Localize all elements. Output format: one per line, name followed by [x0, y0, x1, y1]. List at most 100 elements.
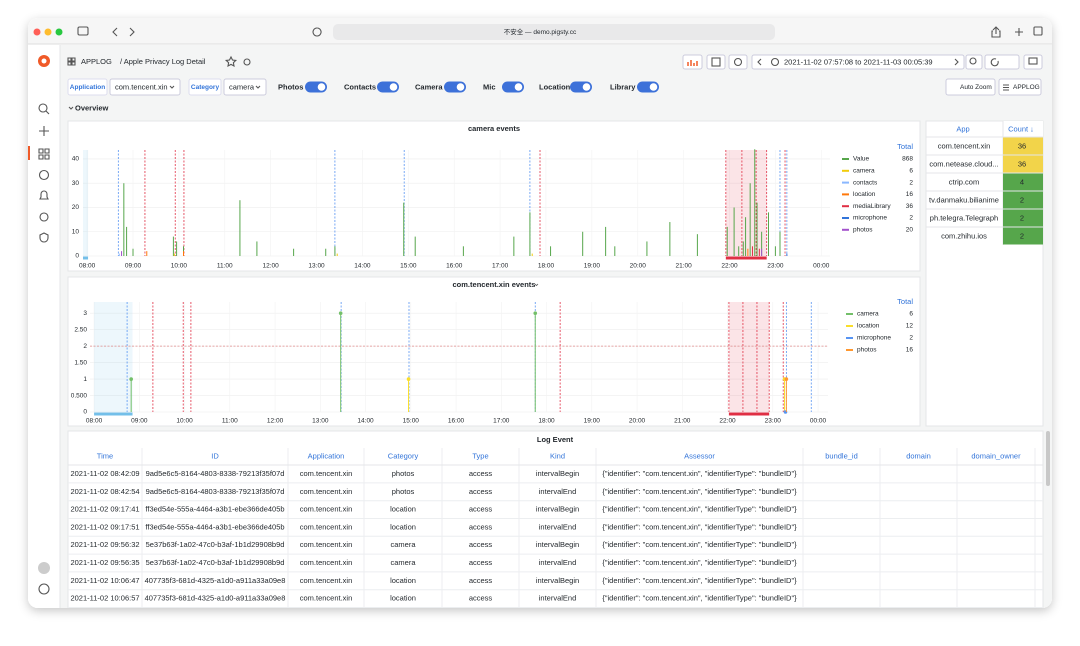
- auto-zoom-button[interactable]: [945, 78, 996, 96]
- save-icon: [711, 57, 721, 67]
- app-name: ph.telegra.Telegraph: [930, 213, 998, 222]
- legend-name[interactable]: microphone: [857, 335, 891, 342]
- table-cell: intervalBegin: [536, 540, 579, 549]
- x-tick-label: 21:00: [674, 418, 691, 425]
- time-shift-arrows[interactable]: [757, 58, 959, 66]
- user-avatar[interactable]: [38, 562, 50, 574]
- legend-header: Total: [897, 142, 913, 151]
- star-button[interactable]: [224, 55, 238, 68]
- tabs-button[interactable]: [1033, 26, 1043, 36]
- time-picker[interactable]: [751, 54, 965, 70]
- alerting-icon[interactable]: [39, 190, 49, 200]
- share-dashboard-button[interactable]: [243, 58, 251, 66]
- column-header[interactable]: bundle_id: [825, 451, 858, 460]
- variable-dropdown[interactable]: [223, 78, 267, 96]
- app-count: 4: [1020, 177, 1024, 186]
- table-cell: location: [390, 594, 416, 603]
- legend-name[interactable]: location: [853, 191, 876, 198]
- address-text: 不安全 — demo.pigsty.cc: [504, 27, 577, 36]
- legend-name[interactable]: microphone: [853, 215, 887, 222]
- column-header[interactable]: Count ↓: [1008, 124, 1034, 133]
- column-header[interactable]: Time: [97, 451, 113, 460]
- zoom-out-button[interactable]: [965, 54, 983, 70]
- legend-name[interactable]: camera: [853, 168, 875, 175]
- x-tick-label: 23:00: [765, 418, 782, 425]
- applog-link-button[interactable]: [998, 78, 1042, 96]
- count-cell: [1003, 209, 1043, 227]
- explore-icon[interactable]: [38, 169, 50, 181]
- save-button[interactable]: [706, 54, 726, 70]
- table-cell: com.tencent.xin: [300, 487, 353, 496]
- toggle-label: Camera: [415, 82, 443, 91]
- column-header[interactable]: Kind: [550, 451, 565, 460]
- legend-total: 868: [902, 156, 913, 163]
- column-header[interactable]: Type: [472, 451, 488, 460]
- legend-name[interactable]: mediaLibrary: [853, 203, 891, 210]
- legend-name[interactable]: photos: [853, 227, 873, 234]
- table-cell: 5e37b63f-1a02-47c0-b3af-1b1d29908b9d: [146, 540, 285, 549]
- new-tab-button[interactable]: [1015, 28, 1023, 36]
- table-cell: 2021-11-02 09:17:51: [70, 522, 139, 531]
- sidebar-toggle[interactable]: [77, 26, 89, 36]
- back-button[interactable]: [112, 27, 118, 37]
- annotation-region: [94, 302, 133, 412]
- column-header[interactable]: App: [956, 124, 969, 133]
- settings-button[interactable]: [728, 54, 748, 70]
- table-cell: ff3ed54e-555a-4464-a3b1-ebe366de405b: [145, 505, 284, 514]
- column-header[interactable]: Category: [388, 451, 419, 460]
- configuration-icon[interactable]: [39, 212, 49, 222]
- legend-name[interactable]: contacts: [853, 179, 878, 186]
- panel-title[interactable]: com.tencent.xin events: [453, 280, 536, 289]
- column-header[interactable]: ID: [211, 451, 219, 460]
- add-panel-button[interactable]: [682, 54, 703, 70]
- share-button[interactable]: [991, 26, 1001, 38]
- admin-icon[interactable]: [39, 232, 49, 243]
- folder-link[interactable]: APPLOG: [81, 57, 112, 66]
- annotation-region: [725, 150, 767, 256]
- toggle-knob: [514, 83, 523, 91]
- x-tick-label: 19:00: [584, 418, 601, 425]
- app-name: com.netease.cloud...: [929, 159, 998, 168]
- variable-dropdown[interactable]: [109, 78, 181, 96]
- dashboards-icon[interactable]: [38, 148, 50, 160]
- table-cell: 2021-11-02 09:17:41: [70, 505, 139, 514]
- column-header[interactable]: Assessor: [684, 451, 715, 460]
- data-point: [784, 377, 789, 381]
- dropdown-chevron: [255, 85, 261, 89]
- search-icon[interactable]: [38, 103, 48, 113]
- column-header[interactable]: Application: [308, 451, 345, 460]
- forward-button[interactable]: [129, 27, 135, 37]
- panel-title[interactable]: camera events: [468, 124, 520, 133]
- column-header[interactable]: domain: [906, 451, 931, 460]
- panel-title[interactable]: Log Event: [537, 435, 574, 444]
- dashboard-title[interactable]: / Apple Privacy Log Detail: [120, 57, 206, 66]
- button-label: APPLOG: [1013, 84, 1040, 91]
- legend-name[interactable]: camera: [857, 311, 879, 318]
- time-range[interactable]: 2021-11-02 07:57:08 to 2021-11-03 00:05:…: [784, 57, 933, 66]
- close-button[interactable]: [33, 28, 41, 36]
- legend-name[interactable]: Value: [853, 156, 870, 163]
- scrollbar[interactable]: [1046, 431, 1050, 486]
- count-cell: [1003, 155, 1043, 173]
- legend-total: 2: [909, 179, 913, 186]
- zoom-button[interactable]: [55, 28, 63, 36]
- minimize-button[interactable]: [44, 28, 52, 36]
- row-title[interactable]: Overview: [75, 103, 109, 112]
- data-point: [338, 311, 343, 315]
- table-cell: photos: [392, 469, 415, 478]
- refresh-button[interactable]: [984, 54, 1020, 70]
- address-bar[interactable]: [333, 24, 775, 40]
- table-cell: {"identifier": "com.tencent.xin", "ident…: [602, 594, 797, 603]
- legend-name[interactable]: location: [857, 323, 880, 330]
- table-cell: com.tencent.xin: [300, 558, 353, 567]
- panel-menu-chevron[interactable]: [534, 283, 539, 287]
- create-icon[interactable]: [39, 126, 49, 136]
- row-chevron[interactable]: [68, 106, 74, 110]
- legend-name[interactable]: photos: [857, 347, 877, 354]
- table-header-bg: [1003, 121, 1043, 137]
- tv-mode-button[interactable]: [1023, 54, 1043, 70]
- column-header[interactable]: domain_owner: [971, 451, 1021, 460]
- x-tick-label: 00:00: [810, 418, 827, 425]
- help-icon[interactable]: [38, 583, 50, 595]
